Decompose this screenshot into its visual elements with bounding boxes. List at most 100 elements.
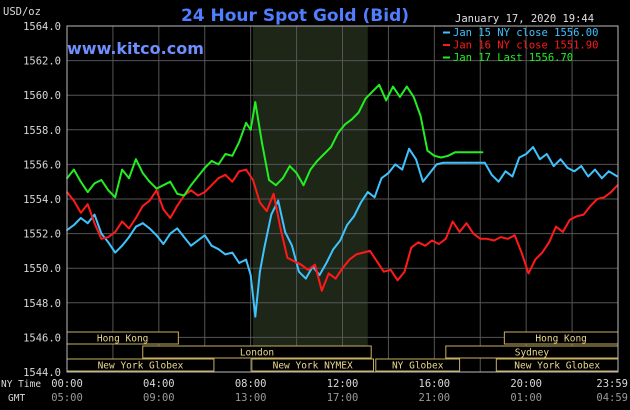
series-1-point-68 — [534, 258, 537, 261]
series-0-point-14 — [162, 243, 165, 245]
series-0-point-57 — [449, 161, 452, 164]
series-2-point-20 — [203, 167, 206, 169]
series-1-point-29 — [265, 210, 268, 213]
series-2-point-13 — [155, 187, 158, 190]
x-tick-gmt-5: 01:00 — [510, 392, 542, 404]
series-1-point-27 — [252, 179, 254, 181]
y-tick-label-10: 1544.0 — [23, 367, 61, 379]
series-0-point-38 — [318, 274, 321, 276]
series-0-point-2 — [79, 217, 82, 219]
session-label-2: New York Globex — [98, 361, 184, 372]
series-1-point-36 — [314, 263, 316, 266]
series-1-point-45 — [376, 260, 378, 263]
series-1-point-53 — [431, 239, 433, 242]
y-tick-label-7: 1550.0 — [23, 263, 61, 275]
series-2-point-23 — [224, 153, 227, 155]
legend-entry-1: Jan 16 NY close 1551.90 — [453, 40, 598, 52]
series-2-point-35 — [302, 184, 305, 187]
series-0-point-30 — [263, 246, 266, 249]
y-tick-label-0: 1564.0 — [23, 21, 61, 33]
session-label-0: Hong Kong — [97, 334, 148, 345]
series-2-point-52 — [419, 115, 422, 117]
series-0-point-62 — [483, 161, 486, 164]
series-0-point-61 — [477, 161, 479, 164]
series-0-point-58 — [456, 161, 459, 164]
series-2-point-6 — [107, 189, 110, 192]
series-2-point-15 — [169, 180, 172, 183]
series-0-point-19 — [197, 239, 199, 242]
series-2-point-48 — [392, 85, 394, 88]
series-0-point-42 — [346, 224, 348, 226]
series-0-point-13 — [155, 234, 158, 237]
series-0-point-76 — [580, 165, 583, 168]
series-1-point-49 — [403, 270, 406, 273]
x-tick-ny-6: 23:59 — [596, 378, 628, 390]
x-axis-ny-time-label: NY Time — [1, 379, 41, 390]
series-2-point-17 — [183, 194, 186, 197]
series-2-point-37 — [316, 160, 319, 162]
series-1-point-11 — [141, 205, 144, 207]
series-0-point-29 — [259, 270, 261, 273]
series-2-point-30 — [268, 179, 270, 181]
session-label-6: Sydney — [515, 348, 550, 359]
series-0-point-74 — [566, 167, 569, 169]
series-0-point-3 — [86, 222, 89, 225]
series-1-point-57 — [458, 231, 461, 233]
series-0-point-27 — [249, 274, 252, 276]
series-2-point-18 — [190, 184, 192, 187]
series-1-point-43 — [362, 251, 365, 254]
series-2-point-4 — [93, 182, 96, 185]
series-0-point-54 — [428, 172, 431, 175]
series-1-point-13 — [155, 189, 158, 192]
series-0-point-70 — [539, 158, 541, 161]
series-1-point-25 — [238, 170, 241, 173]
series-1-point-67 — [527, 272, 530, 275]
series-2-point-16 — [176, 192, 179, 195]
series-1-point-9 — [128, 227, 130, 230]
y-tick-label-4: 1556.0 — [23, 159, 61, 171]
session-label-7: New York Globex — [514, 361, 600, 372]
chart-title: 24 Hour Spot Gold (Bid) — [181, 6, 409, 26]
series-0-point-23 — [224, 253, 227, 256]
x-tick-ny-4: 16:00 — [419, 378, 451, 390]
series-line-2 — [66, 83, 483, 199]
series-1-point-71 — [555, 225, 557, 228]
series-2-point-2 — [79, 180, 82, 183]
series-0-point-77 — [587, 175, 590, 178]
series-1-point-76 — [589, 205, 592, 207]
series-0-point-43 — [353, 215, 355, 218]
series-2-point-33 — [288, 165, 291, 168]
series-0-point-24 — [231, 251, 234, 254]
series-1-point-66 — [520, 251, 523, 254]
series-1-point-41 — [348, 258, 351, 261]
series-2-point-60 — [474, 151, 477, 154]
session-label-4: NY Globex — [392, 361, 444, 372]
series-0-point-49 — [394, 163, 397, 166]
plot-frame — [66, 25, 619, 373]
series-1-point-78 — [603, 196, 606, 199]
series-0-point-65 — [504, 170, 507, 173]
series-1-point-5 — [100, 237, 103, 240]
series-1-point-52 — [424, 244, 427, 247]
series-2-point-55 — [440, 156, 443, 159]
series-2-point-39 — [330, 146, 332, 149]
series-0-point-72 — [552, 165, 555, 168]
series-1-point-23 — [224, 173, 227, 176]
series-2-point-25 — [238, 141, 241, 143]
series-2-point-11 — [141, 172, 144, 175]
x-tick-gmt-6: 04:59 — [596, 392, 628, 404]
series-1-point-12 — [148, 199, 151, 202]
x-axis-gmt-label: GMT — [8, 393, 25, 404]
series-1-point-74 — [575, 215, 578, 218]
series-1-point-26 — [245, 168, 248, 171]
series-2-point-56 — [447, 154, 449, 157]
series-1-point-16 — [176, 205, 179, 207]
series-0-point-47 — [380, 177, 383, 180]
series-0-point-31 — [270, 213, 273, 216]
chart-date: January 17, 2020 19:44 — [455, 13, 594, 25]
series-0-point-66 — [511, 175, 514, 178]
series-2-point-5 — [100, 179, 103, 181]
series-1-point-75 — [582, 213, 585, 216]
session-label-1: London — [240, 348, 274, 359]
